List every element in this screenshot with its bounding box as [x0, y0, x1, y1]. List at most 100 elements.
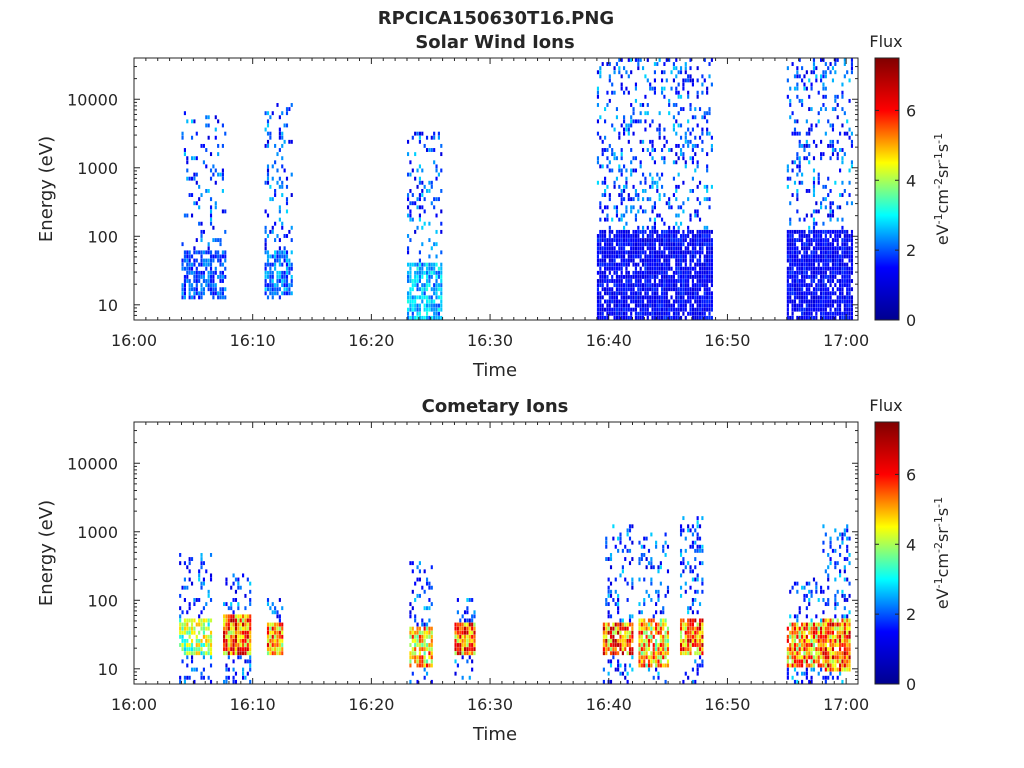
spectrogram-cell [808, 242, 811, 247]
spectrogram-cell [266, 176, 270, 181]
spectrogram-cell [463, 618, 467, 623]
spectrogram-cell [672, 279, 675, 283]
spectrogram-cell [817, 638, 820, 643]
spectrogram-cell [850, 262, 854, 267]
spectrogram-cell [684, 258, 687, 263]
spectrogram-cell [820, 651, 823, 656]
spectrogram-cell [656, 189, 659, 193]
spectrogram-cell [662, 663, 665, 668]
spectrogram-cell [466, 651, 469, 656]
spectrogram-cell [843, 577, 846, 582]
spectrogram-cell [290, 283, 293, 288]
spectrogram-cell [418, 569, 421, 574]
spectrogram-cell [440, 295, 443, 300]
spectrogram-cell [820, 258, 823, 263]
spectrogram-cell [659, 610, 662, 615]
spectrogram-cell [801, 242, 804, 247]
spectrogram-cell [645, 557, 648, 561]
spectrogram-cell [798, 139, 801, 144]
spectrogram-cell [710, 238, 713, 243]
spectrogram-cell [596, 119, 600, 124]
spectrogram-cell [186, 638, 189, 643]
spectrogram-cell [237, 651, 240, 656]
spectrogram-cell [793, 667, 797, 672]
spectrogram-cell [850, 315, 854, 320]
spectrogram-cell [815, 246, 818, 251]
spectrogram-cell [820, 107, 823, 112]
spectrogram-cell [694, 115, 697, 120]
spectrogram-cell [824, 86, 827, 91]
spectrogram-cell [793, 160, 797, 165]
spectrogram-cell [808, 234, 811, 238]
spectrogram-cell [186, 651, 189, 656]
spectrogram-cell [195, 266, 198, 271]
spectrogram-cell [708, 274, 711, 279]
spectrogram-cell [281, 143, 284, 148]
spectrogram-cell [803, 598, 806, 602]
spectrogram-cell [846, 234, 849, 238]
spectrogram-cell [234, 679, 238, 684]
spectrogram-cell [829, 311, 832, 316]
spectrogram-cell [181, 291, 184, 296]
spectrogram-cell [276, 254, 279, 259]
spectrogram-cell [801, 679, 804, 684]
spectrogram-cell [602, 679, 605, 684]
spectrogram-cell [684, 135, 687, 140]
spectrogram-cell [596, 234, 600, 238]
spectrogram-cell [656, 62, 659, 66]
spectrogram-cell [796, 287, 799, 292]
spectrogram-cell [803, 270, 806, 275]
spectrogram-cell [207, 287, 210, 292]
spectrogram-cell [630, 242, 633, 247]
spectrogram-cell [694, 634, 697, 639]
spectrogram-cell [694, 135, 697, 140]
spectrogram-cell [677, 315, 680, 320]
spectrogram-cell [805, 131, 808, 136]
spectrogram-cell [186, 176, 189, 181]
spectrogram-cell [675, 250, 678, 255]
spectrogram-cell [437, 295, 440, 300]
spectrogram-cell [679, 307, 683, 312]
spectrogram-cell [670, 295, 673, 300]
spectrogram-cell [827, 659, 830, 664]
spectrogram-cell [634, 156, 638, 161]
spectrogram-cell [679, 643, 683, 647]
spectrogram-cell [638, 618, 641, 623]
spectrogram-cell [789, 299, 792, 304]
spectrogram-cell [789, 242, 792, 247]
spectrogram-cell [836, 295, 839, 300]
spectrogram-cell [227, 634, 230, 639]
spectrogram-cell [281, 135, 284, 140]
spectrogram-cell [613, 70, 616, 75]
spectrogram-cell [433, 160, 436, 165]
spectrogram-cell [822, 74, 825, 79]
spectrogram-cell [601, 193, 604, 197]
spectrogram-cell [710, 270, 713, 275]
spectrogram-cell [843, 565, 846, 570]
spectrogram-cell [679, 548, 683, 553]
spectrogram-cell [841, 630, 844, 635]
spectrogram-cell [798, 164, 801, 169]
spectrogram-cell [831, 634, 835, 639]
spectrogram-cell [456, 634, 459, 639]
spectrogram-cell [843, 234, 846, 238]
spectrogram-cell [801, 663, 804, 668]
spectrogram-cell [614, 626, 617, 631]
spectrogram-cell [652, 651, 655, 656]
spectrogram-cell [281, 643, 284, 647]
spectrogram-cell [266, 213, 270, 218]
spectrogram-cell [466, 618, 469, 623]
spectrogram-cell [461, 626, 464, 631]
spectrogram-cell [841, 123, 844, 128]
spectrogram-cell [672, 103, 675, 107]
spectrogram-cell [684, 70, 687, 75]
spectrogram-cell [815, 234, 818, 238]
spectrogram-cell [817, 307, 820, 312]
spectrogram-cell [640, 655, 643, 660]
spectrogram-cell [829, 630, 832, 635]
spectrogram-cell [710, 291, 713, 296]
spectrogram-cell [628, 536, 632, 541]
spectrogram-cell [239, 630, 242, 635]
spectrogram-cell [596, 270, 600, 275]
spectrogram-cell [421, 299, 424, 304]
